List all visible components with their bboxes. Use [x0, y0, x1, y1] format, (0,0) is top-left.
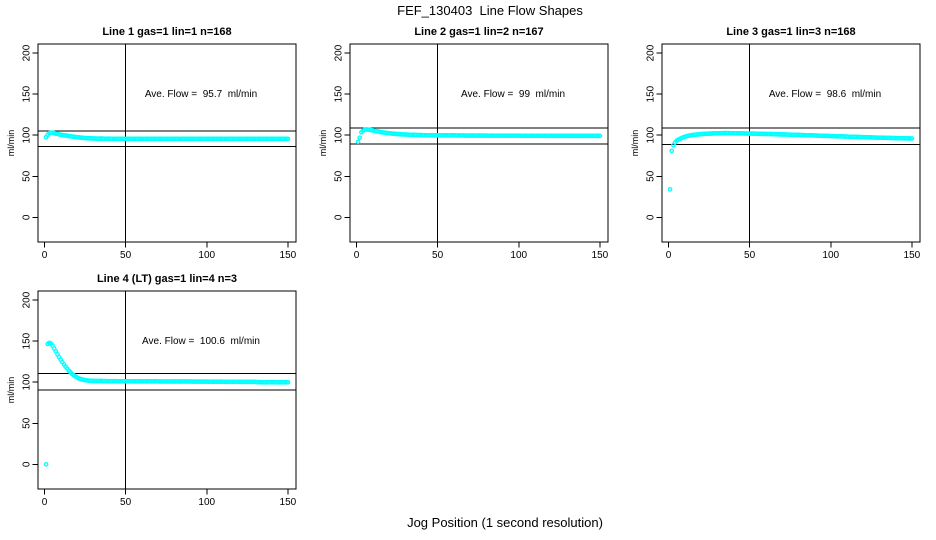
- y-tick-label: 100: [22, 126, 33, 143]
- y-tick-label: 100: [22, 373, 33, 390]
- y-tick-label: 200: [646, 44, 657, 61]
- panel-title: Line 1 gas=1 lin=1 n=168: [102, 26, 231, 38]
- y-tick-label: 0: [334, 214, 345, 220]
- plot-box: [661, 43, 921, 243]
- y-tick-label: 100: [646, 126, 657, 143]
- panel-line-2: Line 2 gas=1 lin=2 n=167 0 50 100 150 200 ml/m…: [312, 20, 624, 264]
- x-axis: 0 50 100 150: [666, 242, 921, 261]
- y-tick-label: 150: [22, 332, 33, 349]
- plot-box: [349, 43, 609, 243]
- y-tick-label: 200: [334, 44, 345, 61]
- y-tick-label: 150: [646, 85, 657, 102]
- y-axis: 0 50 100 150 200 ml/min: [6, 44, 38, 220]
- x-axis: 0 50 100 150: [354, 242, 609, 261]
- ave-flow-annotation: Ave. Flow = 99 ml/min: [461, 89, 565, 100]
- y-tick-label: 100: [334, 126, 345, 143]
- y-axis: 0 50 100 150 200 ml/min: [318, 44, 350, 220]
- y-tick-label: 50: [646, 170, 657, 182]
- panel-line-4: Line 4 (LT) gas=1 lin=4 n=3 0 50 100 150 200 m…: [0, 267, 312, 511]
- y-axis-title: ml/min: [6, 377, 16, 404]
- panel-title: Line 3 gas=1 lin=3 n=168: [726, 26, 855, 38]
- ave-flow-annotation: Ave. Flow = 95.7 ml/min: [145, 89, 257, 100]
- x-axis: 0 50 100 150: [42, 242, 297, 261]
- y-tick-label: 50: [334, 170, 345, 182]
- x-tick-label: 150: [904, 250, 921, 261]
- x-tick-label: 0: [42, 250, 48, 261]
- x-tick-label: 50: [120, 250, 132, 261]
- y-axis: 0 50 100 150 200 ml/min: [630, 44, 662, 220]
- data-series: [355, 127, 603, 145]
- y-axis-title: ml/min: [6, 130, 16, 157]
- data-series: [43, 340, 291, 467]
- figure-xlabel: Jog Position (1 second resolution): [407, 515, 603, 530]
- y-tick-label: 150: [334, 85, 345, 102]
- y-tick-label: 50: [22, 417, 33, 429]
- panel-line-1: Line 1 gas=1 lin=1 n=168 0 50 100 150 200 ml/m…: [0, 20, 312, 264]
- data-series: [43, 130, 291, 142]
- x-tick-label: 100: [198, 497, 215, 508]
- figure-title: FEF_130403 Line Flow Shapes: [397, 3, 583, 18]
- x-tick-label: 150: [280, 250, 297, 261]
- y-tick-label: 0: [646, 214, 657, 220]
- x-tick-label: 0: [354, 250, 360, 261]
- panel-line-3: Line 3 gas=1 lin=3 n=168 0 50 100 150 200 ml/m…: [624, 20, 936, 264]
- x-tick-label: 100: [198, 250, 215, 261]
- x-axis: 0 50 100 150: [42, 489, 297, 508]
- x-tick-label: 50: [432, 250, 444, 261]
- x-tick-label: 150: [592, 250, 609, 261]
- panel-line-2-plot: Line 2 gas=1 lin=2 n=167 0 50 100 150 200 ml/m…: [318, 26, 609, 261]
- y-tick-label: 0: [22, 461, 33, 467]
- y-tick-label: 150: [22, 85, 33, 102]
- data-series: [667, 130, 915, 192]
- y-tick-label: 0: [22, 214, 33, 220]
- y-tick-label: 200: [22, 291, 33, 308]
- y-axis-title: ml/min: [630, 130, 640, 157]
- y-tick-label: 50: [22, 170, 33, 182]
- panel-line-4-plot: Line 4 (LT) gas=1 lin=4 n=3 0 50 100 150 200 m…: [6, 273, 297, 508]
- x-tick-label: 100: [510, 250, 527, 261]
- x-tick-label: 50: [744, 250, 756, 261]
- x-tick-label: 0: [666, 250, 672, 261]
- x-tick-label: 0: [42, 497, 48, 508]
- x-tick-label: 150: [280, 497, 297, 508]
- ave-flow-annotation: Ave. Flow = 98.6 ml/min: [769, 89, 881, 100]
- panel-title: Line 4 (LT) gas=1 lin=4 n=3: [97, 273, 237, 285]
- panel-title: Line 2 gas=1 lin=2 n=167: [414, 26, 543, 38]
- plot-box: [37, 43, 297, 243]
- ave-flow-annotation: Ave. Flow = 100.6 ml/min: [142, 336, 260, 347]
- y-tick-label: 200: [22, 44, 33, 61]
- y-axis-title: ml/min: [318, 130, 328, 157]
- panel-line-3-plot: Line 3 gas=1 lin=3 n=168 0 50 100 150 200 ml/m…: [630, 26, 921, 261]
- panel-line-1-plot: Line 1 gas=1 lin=1 n=168 0 50 100 150 200 ml/m…: [6, 26, 297, 261]
- x-tick-label: 50: [120, 497, 132, 508]
- y-axis: 0 50 100 150 200 ml/min: [6, 291, 38, 467]
- x-tick-label: 100: [822, 250, 839, 261]
